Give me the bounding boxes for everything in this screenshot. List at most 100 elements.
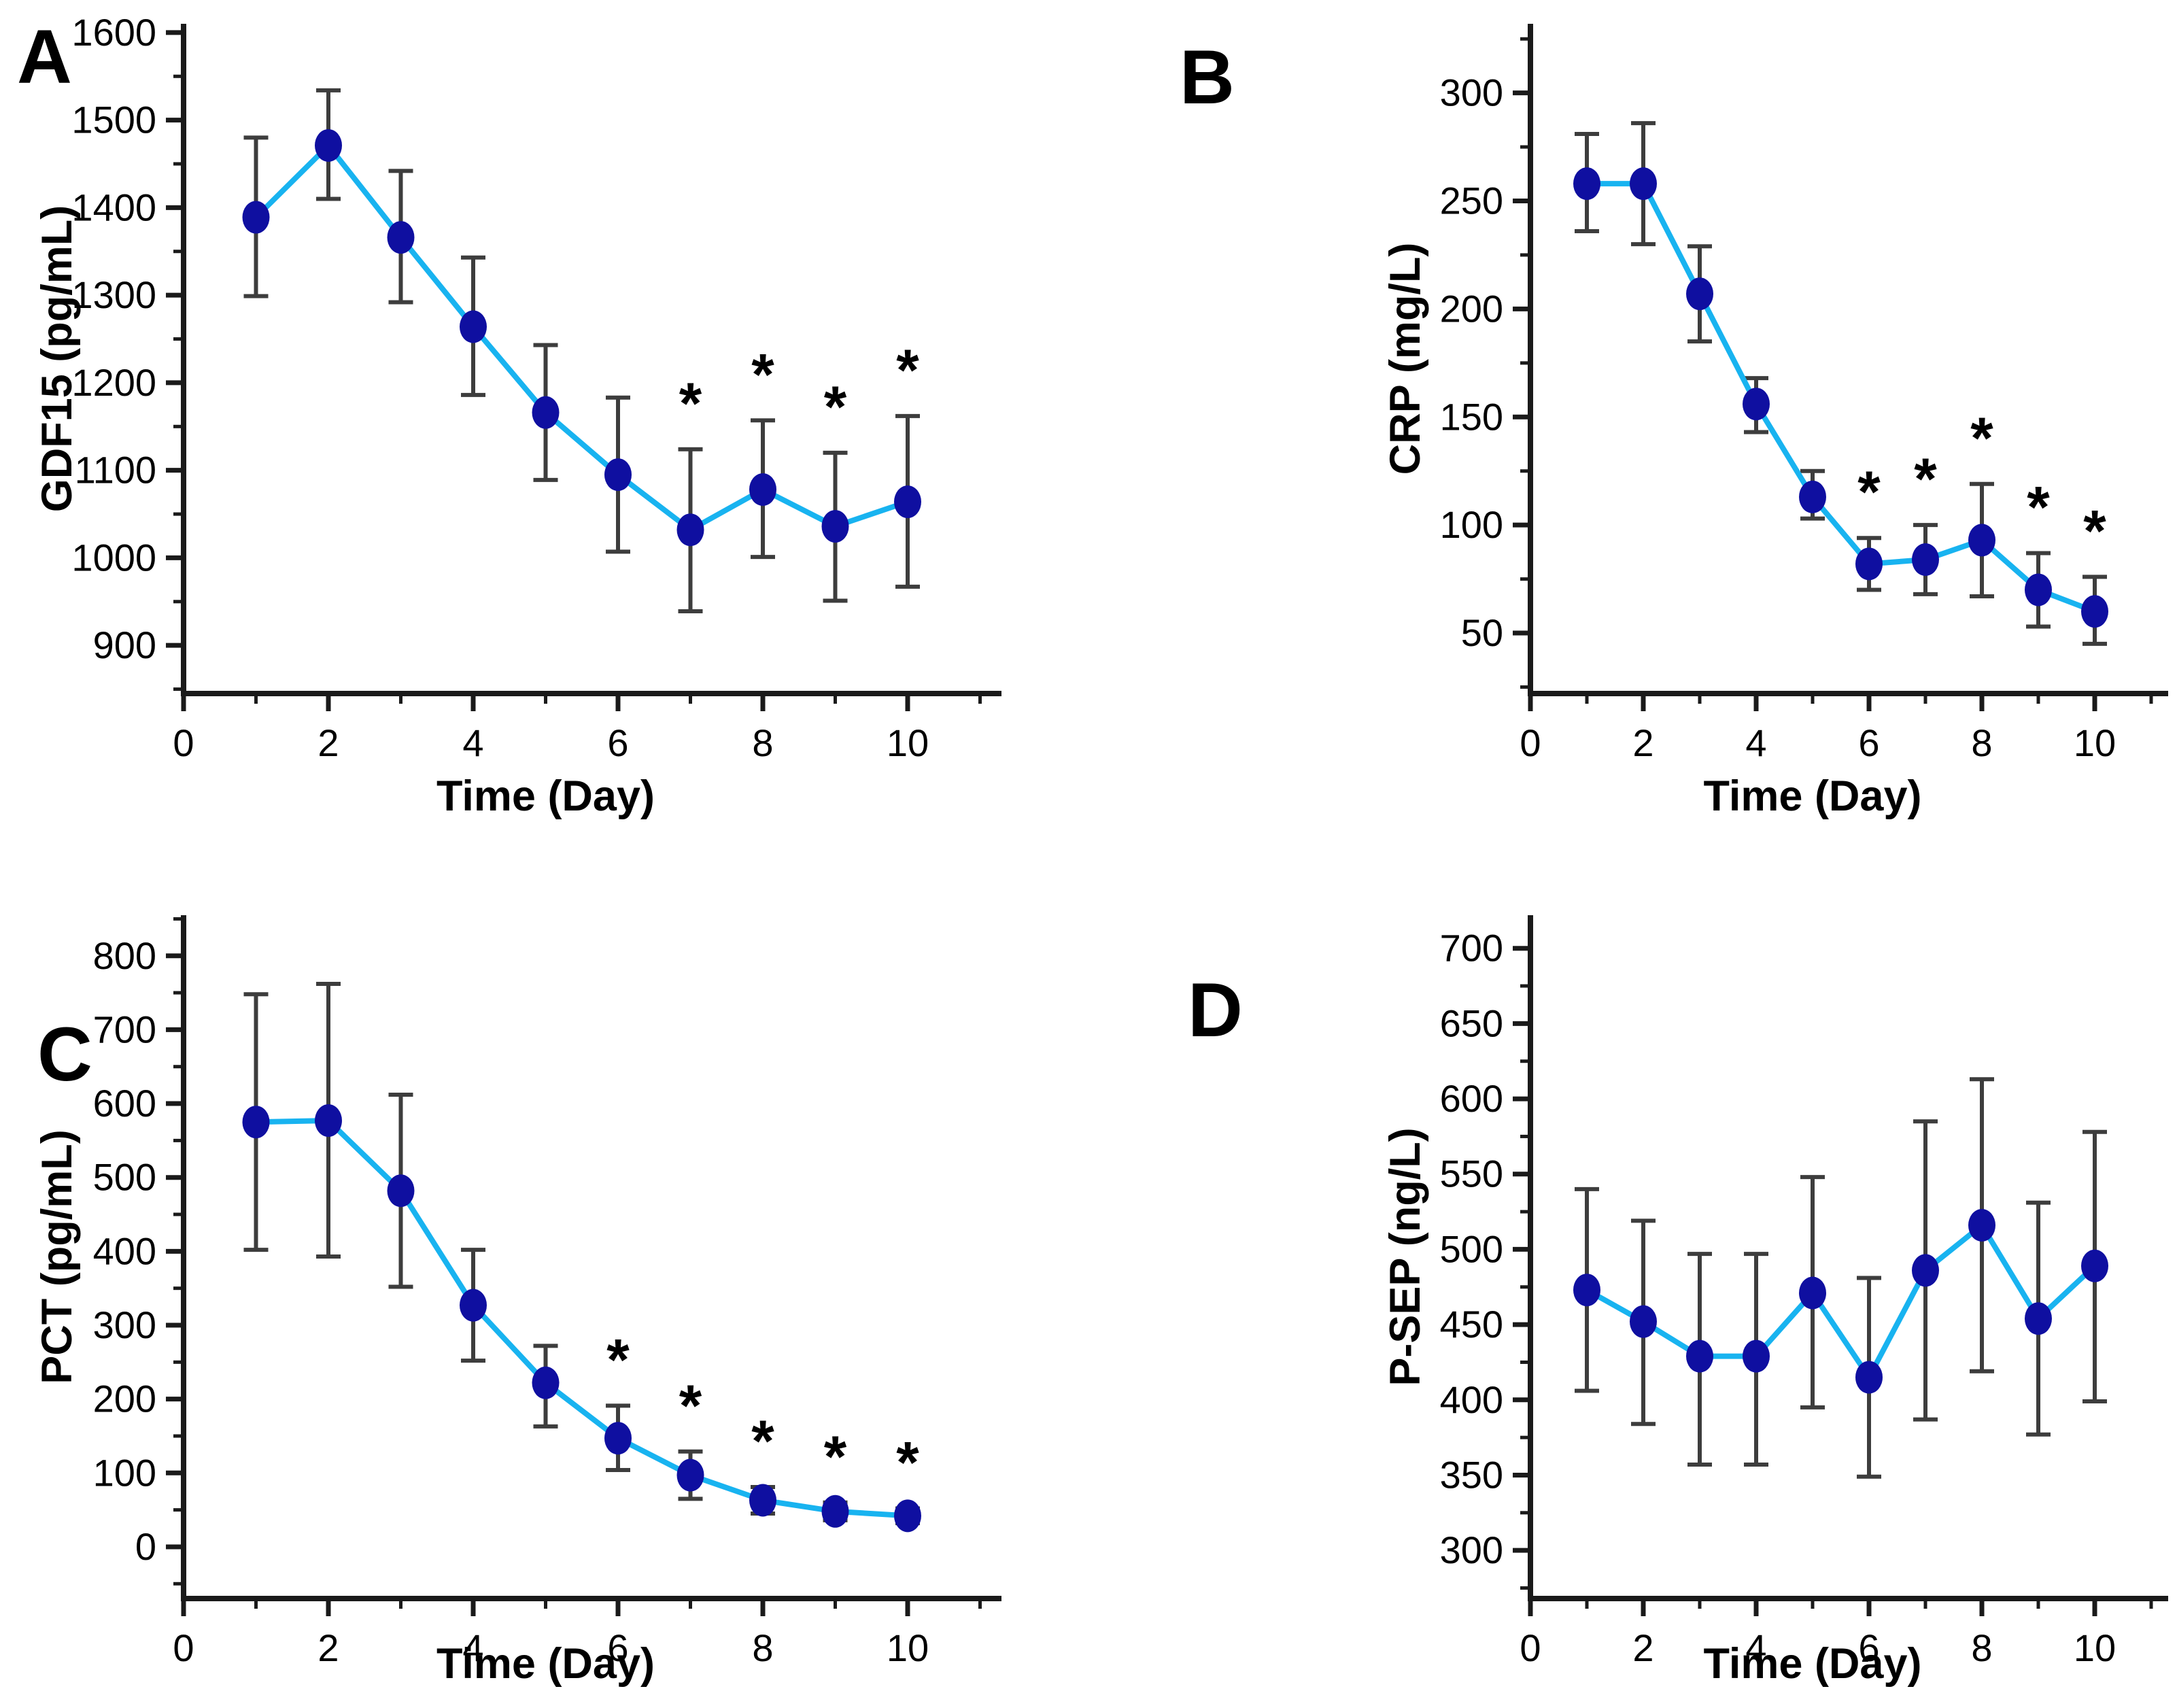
- panel-D-chart: 300 350 400 450 500 550 600 650 700 0 2 4 6 8 10 Time (…: [1382, 915, 2168, 1688]
- y-tick-label: 250: [1440, 180, 1503, 222]
- panel-D: 300 350 400 450 500 550 600 650 700 0 2 4 6 8 10 Time (…: [1088, 854, 2177, 1708]
- data-point: [532, 396, 560, 429]
- data-point: [1573, 1274, 1600, 1307]
- y-tick-label: 1000: [71, 536, 156, 579]
- error-bars: [1575, 1077, 2107, 1479]
- data-point: [532, 1366, 560, 1399]
- panel-A: 900 1000 1100 1200 1300 1400 1500 1600 0 2 4 6 8 10 Ti…: [0, 0, 1088, 854]
- data-point: [894, 485, 921, 519]
- x-tick-label: 8: [752, 1626, 773, 1669]
- x-tick-label: 4: [1745, 721, 1766, 764]
- x-tick-label: 2: [1632, 721, 1653, 764]
- y-tick-label: 0: [135, 1525, 156, 1568]
- data-point: [1573, 167, 1600, 201]
- data-point: [1912, 1254, 1939, 1287]
- y-tick-label: 300: [1440, 1528, 1503, 1571]
- y-axis-ticks: 0 100 200 300 400 500 600 700 800: [93, 917, 184, 1586]
- data-point: [1855, 1361, 1883, 1394]
- x-axis-title: Time (Day): [1704, 1640, 1922, 1688]
- data-points: [242, 1104, 921, 1533]
- x-tick-label: 8: [752, 721, 773, 764]
- x-tick-label: 6: [1858, 721, 1879, 764]
- panel-C-chart: 0 100 200 300 400 500 600 700 800 0 2 4 6 8 10 Time (Da…: [33, 915, 1001, 1688]
- y-tick-label: 300: [93, 1303, 156, 1346]
- x-axis-ticks: 0 2 4 6 8 10: [1520, 694, 2153, 764]
- panel-label-A: A: [17, 14, 72, 99]
- y-tick-label: 150: [1440, 395, 1503, 438]
- y-tick-label: 1100: [75, 449, 156, 492]
- y-tick-label: 300: [1440, 71, 1503, 114]
- x-tick-label: 6: [607, 721, 628, 764]
- data-point: [1630, 167, 1657, 201]
- panel-C: 0 100 200 300 400 500 600 700 800 0 2 4 6 8 10 Time (Da…: [0, 854, 1088, 1708]
- x-tick-label: 10: [2074, 1626, 2116, 1669]
- data-point: [460, 310, 487, 343]
- data-points: [1573, 1209, 2108, 1394]
- y-tick-label: 800: [93, 934, 156, 977]
- y-axis-title: PCT (pg/mL): [33, 1129, 81, 1384]
- significance-asterisk: *: [1914, 447, 1937, 512]
- x-axis-ticks: 0 2 4 6 8 10: [1520, 1599, 2153, 1669]
- data-point: [676, 1458, 704, 1492]
- data-point: [1743, 388, 1770, 421]
- significance-asterisk: *: [2083, 498, 2106, 564]
- significance-asterisk: *: [824, 1424, 847, 1490]
- x-tick-label: 2: [318, 721, 339, 764]
- x-axis-ticks: 0 2 4 6 8 10: [173, 694, 982, 764]
- y-tick-label: 1600: [71, 11, 156, 54]
- data-points: [1573, 167, 2108, 628]
- panel-B-chart: 50 100 150 200 250 300 0 2 4 6 8 10 Time (Day) CRP (m…: [1382, 24, 2168, 820]
- x-tick-label: 4: [1745, 1626, 1766, 1669]
- data-point: [1743, 1339, 1770, 1373]
- y-tick-label: 50: [1461, 611, 1503, 654]
- x-tick-label: 10: [2074, 721, 2116, 764]
- y-axis-ticks: 900 1000 1100 1200 1300 1400 1500 1600: [71, 11, 184, 691]
- data-point: [242, 201, 270, 234]
- y-tick-label: 100: [93, 1451, 156, 1494]
- data-point: [315, 129, 342, 162]
- data-point: [1799, 480, 1826, 513]
- significance-asterisk: *: [751, 1409, 774, 1474]
- significance-asterisk: *: [679, 371, 702, 437]
- data-point: [821, 1494, 849, 1528]
- x-tick-label: 10: [887, 721, 929, 764]
- y-tick-label: 600: [93, 1082, 156, 1125]
- series-line: [1584, 1221, 2097, 1383]
- data-point: [315, 1104, 342, 1138]
- axes: [181, 24, 1001, 696]
- y-tick-label: 1300: [71, 273, 156, 316]
- data-points: [242, 129, 921, 547]
- series-line: [253, 141, 910, 533]
- significance-asterisk: *: [896, 338, 919, 403]
- panel-A-chart: 900 1000 1100 1200 1300 1400 1500 1600 0 2 4 6 8 10 Ti…: [33, 11, 1001, 820]
- data-point: [242, 1106, 270, 1139]
- panel-B: 50 100 150 200 250 300 0 2 4 6 8 10 Time (Day) CRP (m…: [1088, 0, 2177, 854]
- data-point: [2081, 595, 2108, 628]
- panel-label-D: D: [1188, 968, 1243, 1053]
- data-point: [460, 1288, 487, 1322]
- x-axis-title: Time (Day): [436, 772, 655, 820]
- x-tick-label: 4: [462, 1626, 483, 1669]
- x-tick-label: 8: [1971, 1626, 1992, 1669]
- data-point: [2025, 573, 2052, 607]
- data-point: [894, 1499, 921, 1533]
- data-point: [1686, 1339, 1713, 1373]
- x-tick-label: 6: [607, 1626, 628, 1669]
- significance-markers: * * * *: [679, 338, 920, 440]
- data-point: [749, 1484, 776, 1517]
- significance-asterisk: *: [2027, 475, 2050, 540]
- y-tick-label: 400: [93, 1229, 156, 1272]
- y-tick-label: 600: [1440, 1077, 1503, 1120]
- significance-markers: * * * * *: [606, 1327, 919, 1495]
- panel-label-C: C: [37, 1012, 92, 1097]
- x-tick-label: 0: [173, 1626, 194, 1669]
- data-point: [1799, 1276, 1826, 1310]
- axes: [1528, 24, 2168, 696]
- y-tick-label: 450: [1440, 1303, 1503, 1346]
- y-tick-label: 1200: [71, 361, 156, 404]
- x-tick-label: 2: [1632, 1626, 1653, 1669]
- data-point: [1630, 1305, 1657, 1338]
- y-tick-label: 700: [1440, 927, 1503, 970]
- data-point: [1968, 524, 1995, 557]
- x-tick-label: 8: [1971, 721, 1992, 764]
